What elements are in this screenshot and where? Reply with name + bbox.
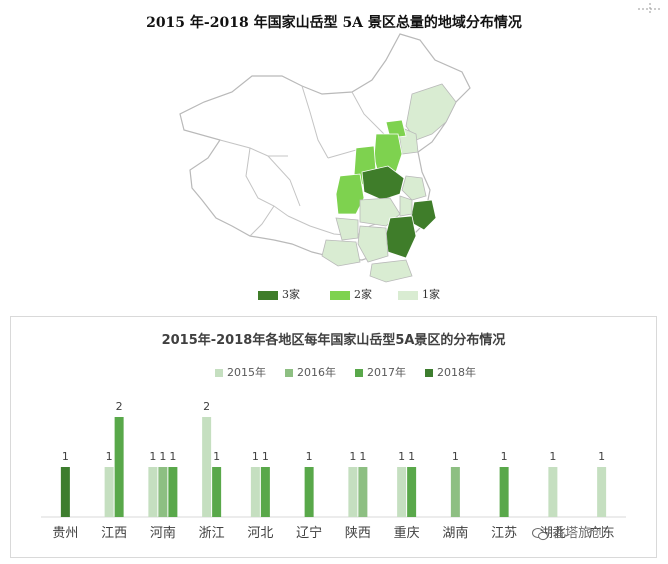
- x-tick-label: 陕西: [345, 526, 371, 541]
- data-label: 1: [398, 450, 405, 463]
- series-swatch: [215, 369, 223, 377]
- region-light-chongqing: [335, 217, 359, 241]
- bar: [499, 467, 509, 517]
- bar: [358, 467, 368, 517]
- series-swatch: [355, 369, 363, 377]
- data-label: 1: [252, 450, 259, 463]
- bar: [202, 417, 212, 517]
- data-label: 1: [408, 450, 415, 463]
- bar: [548, 467, 558, 517]
- region-dark-henan: [361, 165, 405, 201]
- legend-label: 2家: [354, 288, 372, 301]
- x-tick-label: 浙江: [199, 526, 225, 541]
- x-tick-label: 江西: [101, 526, 127, 541]
- x-tick-label: 辽宁: [296, 525, 322, 541]
- legend-swatch: [330, 290, 350, 300]
- map-title: 2015 年-2018 年国家山岳型 5A 景区总量的地域分布情况: [146, 15, 522, 31]
- legend-label: 1家: [422, 288, 440, 301]
- x-tick-label: 江苏: [491, 525, 517, 541]
- x-tick-label: 广东: [589, 526, 615, 541]
- series-legend-label: 2018年: [437, 366, 476, 379]
- bar: [148, 467, 158, 517]
- data-label: 2: [203, 400, 210, 413]
- region-light-guizhou: [321, 239, 361, 267]
- legend-label: 3家: [282, 288, 300, 301]
- data-label: 1: [169, 450, 176, 463]
- series-swatch: [285, 369, 293, 377]
- china-map: [179, 33, 471, 283]
- series-legend-item: 2018年: [425, 364, 476, 380]
- data-label: 1: [149, 450, 156, 463]
- watermark: 香塔旅创: [532, 522, 604, 541]
- bar: [450, 467, 460, 517]
- data-label: 1: [62, 450, 69, 463]
- region-light-guangdong: [369, 259, 413, 283]
- series-legend: 2015年 2016年 2017年 2018年: [11, 364, 656, 380]
- bar: [407, 467, 417, 517]
- map-legend-item: 2家: [330, 286, 372, 302]
- data-label: 1: [549, 450, 556, 463]
- legend-swatch: [398, 290, 418, 300]
- bar: [60, 467, 70, 517]
- bar: [260, 467, 270, 517]
- data-label: 1: [262, 450, 269, 463]
- region-light-northeast: [405, 83, 457, 141]
- x-tick-label: 河南: [150, 525, 176, 541]
- data-label: 1: [106, 450, 113, 463]
- series-legend-item: 2015年: [215, 364, 266, 380]
- bar: [104, 467, 114, 517]
- bar: [348, 467, 358, 517]
- bar: [114, 417, 124, 517]
- x-tick-label: 重庆: [394, 525, 420, 541]
- bar: [212, 467, 222, 517]
- region-dark-jiangxi: [385, 215, 417, 259]
- map-legend: 3家 2家 1家: [0, 286, 668, 304]
- bar-chart-panel: 2015年-2018年各地区每年国家山岳型5A景区的分布情况 2015年 201…: [10, 316, 657, 558]
- x-tick-label: 湖南: [442, 525, 468, 541]
- data-label: 1: [159, 450, 166, 463]
- data-label: 1: [306, 450, 313, 463]
- data-label: 1: [359, 450, 366, 463]
- bar: [597, 467, 607, 517]
- region-light-anhui: [399, 195, 413, 217]
- bar: [158, 467, 168, 517]
- series-legend-label: 2015年: [227, 366, 266, 379]
- series-legend-item: 2016年: [285, 364, 336, 380]
- x-tick-label: 贵州: [52, 526, 78, 541]
- chart-title: 2015年-2018年各地区每年国家山岳型5A景区的分布情况: [161, 333, 506, 348]
- bar: [304, 467, 314, 517]
- corner-mark-icon: [638, 3, 662, 15]
- region-light-hunan: [357, 225, 389, 263]
- watermark-text: 香塔旅创: [552, 526, 605, 541]
- data-label: 1: [213, 450, 220, 463]
- data-label: 2: [116, 400, 123, 413]
- data-label: 1: [501, 450, 508, 463]
- region-green2-beijing: [385, 119, 407, 139]
- series-legend-item: 2017年: [355, 364, 406, 380]
- map-legend-item: 3家: [258, 286, 300, 302]
- region-light-jiangsu: [401, 175, 427, 201]
- legend-swatch: [258, 290, 278, 300]
- region-green2-shaanxi: [335, 173, 365, 215]
- data-label: 1: [452, 450, 459, 463]
- series-swatch: [425, 369, 433, 377]
- bar: [250, 467, 260, 517]
- bar: [397, 467, 407, 517]
- map-legend-item: 1家: [398, 286, 440, 302]
- data-label: 1: [598, 450, 605, 463]
- bar: [168, 467, 178, 517]
- data-label: 1: [349, 450, 356, 463]
- wechat-icon: [532, 527, 548, 540]
- country-outline: [179, 33, 471, 261]
- x-tick-label: 河北: [247, 526, 273, 541]
- series-legend-label: 2016年: [297, 366, 336, 379]
- series-legend-label: 2017年: [367, 366, 406, 379]
